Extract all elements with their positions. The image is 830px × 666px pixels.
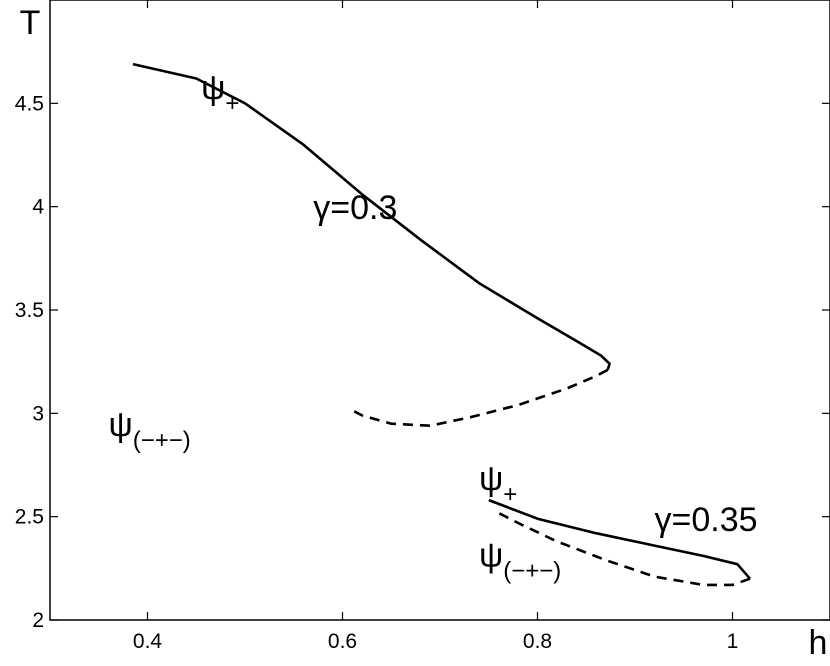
annotation-1: ψ+ — [201, 69, 239, 117]
series-line-2 — [353, 368, 609, 428]
x-tick-label: 0.6 — [328, 630, 357, 653]
series — [132, 62, 751, 587]
x-tick-label: 0.4 — [133, 630, 163, 653]
ticks: 0.4 0.6 0.8 1 2 2.5 3 3.5 4 4.5 — [15, 0, 830, 653]
y-tick-label: 2.5 — [15, 506, 44, 529]
series-line-3 — [488, 498, 751, 580]
x-tick-label: 1 — [727, 630, 739, 653]
annotation-5: γ=0.35 — [655, 501, 758, 539]
annotations: ψ+ γ=0.3 ψ(−+−) ψ+ γ=0.35 ψ(−+−) — [109, 69, 758, 584]
y-axis-label: T — [20, 4, 41, 42]
y-tick-label: 2 — [32, 609, 44, 632]
annotation-4: ψ+ — [479, 460, 517, 508]
y-tick-label: 3.5 — [15, 299, 44, 322]
x-tick-label: 0.8 — [523, 630, 552, 653]
annotation-3: ψ(−+−) — [109, 406, 191, 454]
y-tick-label: 4.5 — [15, 92, 44, 115]
series-line-4 — [493, 509, 751, 587]
x-axis-label: h — [809, 624, 828, 662]
series-line-1 — [132, 62, 611, 371]
annotation-6: ψ(−+−) — [479, 536, 561, 584]
y-tick-label: 3 — [32, 402, 44, 425]
y-tick-label: 4 — [32, 196, 44, 219]
annotation-2: γ=0.3 — [313, 189, 397, 227]
